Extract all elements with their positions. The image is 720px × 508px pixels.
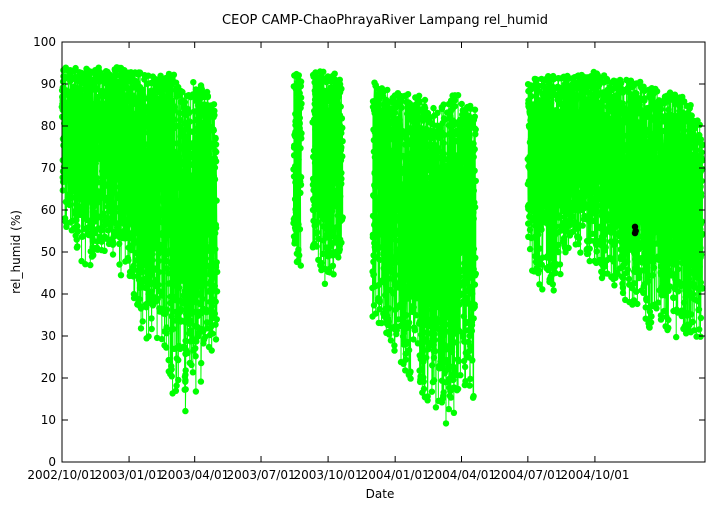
series-line <box>371 82 477 424</box>
series-segment <box>369 79 479 427</box>
series-segment <box>524 68 706 341</box>
series-line <box>293 74 302 266</box>
series-segment <box>290 70 305 269</box>
series-line <box>61 67 218 412</box>
chart-title: CEOP CAMP-ChaoPhrayaRiver Lampang rel_hu… <box>222 13 548 28</box>
series-line <box>312 71 344 284</box>
series-segment <box>58 64 221 415</box>
plot-area <box>58 64 706 427</box>
series-segment <box>309 68 346 287</box>
